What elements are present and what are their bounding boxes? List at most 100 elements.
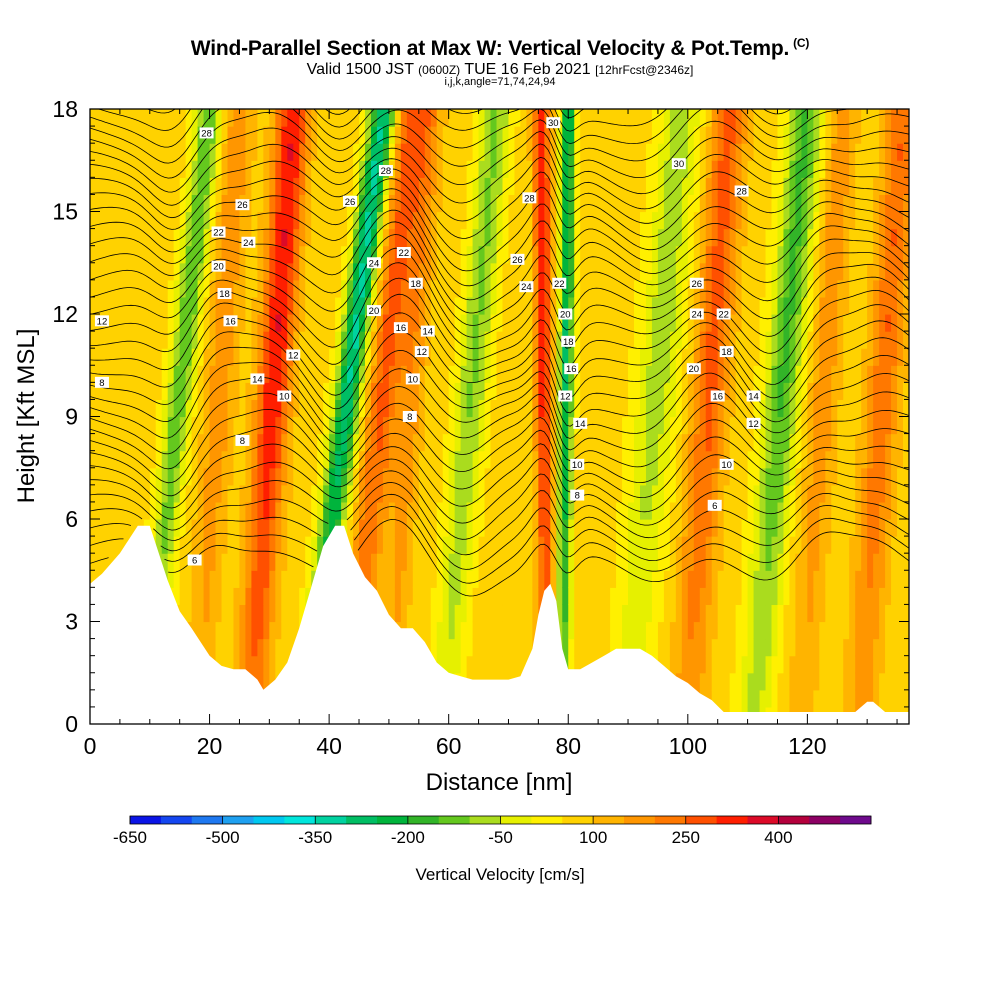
velocity-cell — [825, 655, 832, 674]
velocity-cell — [143, 416, 151, 435]
velocity-cell — [717, 570, 725, 588]
velocity-cell — [723, 143, 731, 161]
velocity-cell — [161, 450, 169, 469]
velocity-cell — [891, 262, 898, 281]
contour-label: 20 — [213, 262, 224, 273]
velocity-cell — [239, 416, 247, 435]
velocity-cell — [478, 416, 486, 435]
velocity-cell — [376, 331, 384, 349]
velocity-cell — [454, 450, 462, 469]
velocity-cell — [472, 536, 480, 554]
velocity-cell — [580, 160, 587, 178]
velocity-cell — [113, 194, 121, 213]
velocity-cell — [777, 211, 785, 230]
velocity-cell — [293, 484, 300, 503]
velocity-cell — [831, 314, 838, 332]
velocity-cell — [382, 262, 390, 281]
velocity-cell — [508, 126, 516, 144]
velocity-cell — [257, 109, 264, 127]
velocity-cell — [699, 536, 707, 554]
velocity-cell — [628, 501, 635, 520]
velocity-cell — [556, 416, 563, 435]
velocity-cell — [388, 450, 396, 469]
velocity-cell — [143, 160, 151, 178]
velocity-cell — [801, 416, 808, 435]
velocity-cell — [335, 109, 342, 127]
velocity-cell — [406, 331, 414, 349]
velocity-cell — [353, 450, 360, 469]
velocity-cell — [185, 501, 193, 520]
velocity-cell — [101, 467, 109, 486]
velocity-cell — [209, 160, 217, 178]
velocity-cell — [735, 604, 743, 623]
velocity-cell — [681, 348, 689, 366]
velocity-cell — [335, 194, 342, 213]
velocity-cell — [364, 382, 372, 401]
velocity-cell — [897, 604, 904, 623]
velocity-cell — [586, 109, 593, 127]
velocity-cell — [843, 450, 850, 469]
velocity-cell — [275, 519, 282, 537]
velocity-cell — [215, 587, 223, 606]
velocity-cell — [598, 382, 605, 401]
velocity-cell — [275, 655, 282, 674]
velocity-cell — [825, 570, 832, 588]
velocity-cell — [711, 655, 719, 674]
velocity-cell — [113, 143, 121, 161]
velocity-cell — [137, 143, 145, 161]
velocity-cell — [562, 536, 569, 554]
velocity-cell — [867, 536, 874, 554]
velocity-cell — [645, 519, 653, 537]
velocity-cell — [628, 143, 635, 161]
velocity-cell — [269, 262, 276, 281]
velocity-cell — [897, 655, 904, 674]
velocity-cell — [436, 228, 444, 247]
velocity-cell — [741, 331, 749, 349]
velocity-cell — [813, 519, 820, 537]
velocity-cell — [454, 365, 462, 383]
velocity-cell — [113, 109, 121, 127]
velocity-cell — [562, 314, 569, 332]
velocity-cell — [275, 160, 282, 178]
velocity-cell — [394, 570, 402, 588]
velocity-cell — [179, 570, 187, 588]
velocity-cell — [335, 126, 342, 144]
velocity-cell — [663, 211, 671, 230]
velocity-cell — [711, 416, 719, 435]
velocity-cell — [861, 467, 868, 486]
velocity-cell — [406, 519, 414, 537]
velocity-cell — [364, 211, 372, 230]
velocity-cell — [490, 143, 498, 161]
velocity-cell — [556, 211, 563, 230]
velocity-cell — [299, 365, 306, 383]
velocity-cell — [651, 262, 659, 281]
theta-contour-line — [90, 408, 909, 484]
velocity-cell — [161, 143, 169, 161]
velocity-cell — [873, 177, 880, 196]
velocity-cell — [759, 348, 767, 366]
velocity-cell — [388, 228, 396, 247]
velocity-cell — [741, 262, 749, 281]
velocity-cell — [335, 365, 342, 383]
velocity-cell — [681, 536, 689, 554]
velocity-field — [90, 109, 909, 724]
velocity-cell — [849, 348, 856, 366]
velocity-cell — [855, 279, 862, 298]
velocity-cell — [131, 519, 139, 537]
velocity-cell — [807, 536, 814, 554]
velocity-cell — [562, 553, 569, 571]
velocity-cell — [526, 399, 533, 418]
velocity-cell — [364, 109, 372, 127]
velocity-cell — [287, 570, 294, 588]
velocity-cell — [586, 279, 593, 298]
velocity-cell — [508, 365, 516, 383]
velocity-cell — [215, 501, 223, 520]
velocity-cell — [777, 672, 785, 691]
velocity-cell — [616, 143, 623, 161]
velocity-cell — [233, 279, 241, 298]
velocity-cell — [263, 672, 270, 691]
velocity-cell — [341, 501, 348, 520]
velocity-cell — [556, 467, 563, 486]
velocity-cell — [903, 194, 909, 213]
velocity-cell — [454, 416, 462, 435]
